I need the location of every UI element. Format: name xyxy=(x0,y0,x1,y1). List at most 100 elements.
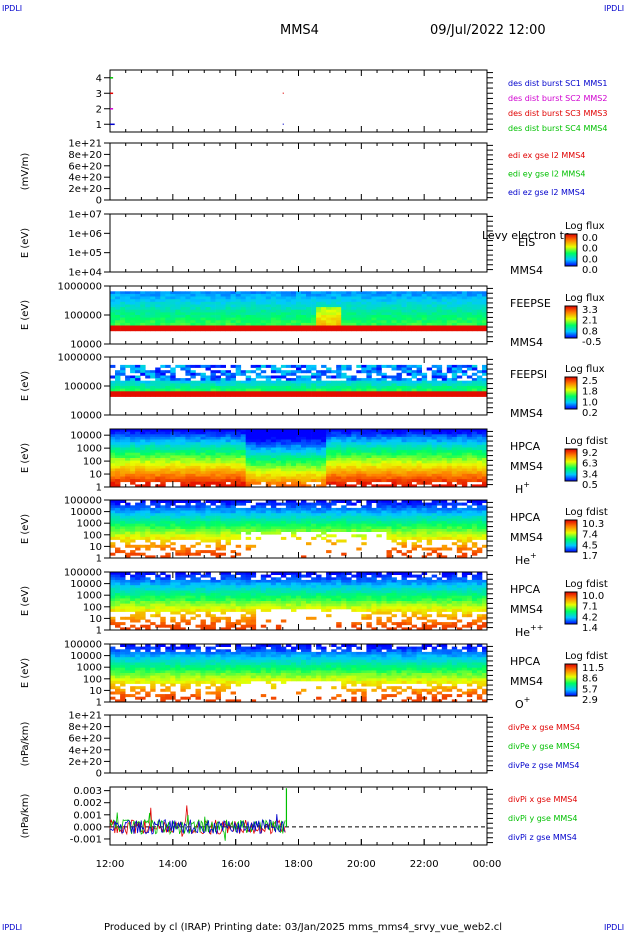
spectrogram-cell xyxy=(285,502,292,506)
spectrogram-cell xyxy=(115,531,121,535)
spectrogram-cell xyxy=(482,386,488,389)
spectrogram-cell xyxy=(331,444,337,448)
spectrogram-cell xyxy=(436,320,443,324)
spectrogram-cell xyxy=(316,460,322,464)
colorbar-label: -0.5 xyxy=(582,337,602,348)
spectrogram-cell xyxy=(461,547,468,551)
spectrogram-cell xyxy=(381,523,387,527)
spectrogram-cell xyxy=(321,317,327,321)
spectrogram-cell xyxy=(316,468,322,472)
spectrogram-cell xyxy=(396,317,402,321)
spectrogram-cell xyxy=(331,468,337,472)
spectrogram-cell xyxy=(401,471,407,475)
spectrogram-cell xyxy=(110,510,116,514)
spectrogram-cell xyxy=(381,383,387,387)
spectrogram-cell xyxy=(260,513,267,517)
spectrogram-cell xyxy=(195,523,201,527)
spectrogram-cell xyxy=(115,505,121,509)
spectrogram-cell xyxy=(120,455,126,459)
spectrogram-cell xyxy=(225,471,231,475)
colorbar-label: 3.4 xyxy=(582,469,598,480)
spectrogram-cell xyxy=(401,309,407,313)
spectrogram-cell xyxy=(185,296,191,300)
spectrogram-cell xyxy=(431,296,438,300)
y-tick-label: 1e+07 xyxy=(68,210,102,221)
spectrogram-cell xyxy=(165,476,171,480)
species-label: H+ xyxy=(515,480,530,496)
spectrogram-cell xyxy=(296,383,302,387)
spectrogram-cell xyxy=(265,458,272,461)
spectrogram-cell xyxy=(476,388,483,392)
spectrogram-cell xyxy=(482,317,488,321)
spectrogram-cell xyxy=(356,500,362,503)
spectrogram-cell xyxy=(125,291,131,295)
spectrogram-cell xyxy=(411,452,417,456)
spectrogram-cell xyxy=(270,386,277,389)
spectrogram-cell xyxy=(230,439,236,443)
spectrogram-cell xyxy=(175,529,181,532)
spectrogram-cell xyxy=(235,317,242,321)
spectrogram-cell xyxy=(306,513,312,517)
spectrogram-cell xyxy=(205,521,211,525)
spectrogram-cell xyxy=(130,616,136,620)
spectrogram-cell xyxy=(316,529,322,532)
spectrogram-cell xyxy=(175,523,181,527)
spectrogram-cell xyxy=(240,515,247,519)
spectrogram-cell xyxy=(215,370,221,374)
y-tick-label: 100000 xyxy=(64,382,102,393)
spectrogram-cell xyxy=(110,542,116,546)
spectrogram-cell xyxy=(386,536,392,540)
spectrogram-cell xyxy=(351,320,357,324)
spectrogram-cell xyxy=(421,463,428,467)
spectrogram-cell xyxy=(255,507,262,511)
spectrogram-cell xyxy=(366,502,372,506)
spectrogram-cell xyxy=(225,476,231,480)
spectrogram-cell xyxy=(371,455,377,459)
spectrogram-cell xyxy=(145,595,151,599)
spectrogram-cell xyxy=(482,471,488,475)
spectrogram-cell xyxy=(431,536,438,540)
spectrogram-cell xyxy=(115,380,121,384)
spectrogram-cell xyxy=(421,455,428,459)
spectrogram-cell xyxy=(461,515,468,519)
spectrogram-cell xyxy=(296,320,302,324)
spectrogram-cell xyxy=(291,383,297,387)
spectrogram-cell xyxy=(301,386,307,389)
spectrogram-cell xyxy=(351,291,357,295)
spectrogram-cell xyxy=(155,471,161,475)
spectrogram-cell xyxy=(160,515,166,519)
spectrogram-cell xyxy=(416,521,422,525)
spectrogram-cell xyxy=(296,536,302,540)
spectrogram-cell xyxy=(446,476,453,480)
spectrogram-cell xyxy=(361,439,367,443)
spectrogram-cell xyxy=(110,572,116,575)
spectrogram-cell xyxy=(160,309,166,313)
spectrogram-cell xyxy=(351,521,357,525)
spectrogram-cell xyxy=(306,378,312,382)
spectrogram-cell xyxy=(441,521,448,525)
spectrogram-cell xyxy=(120,471,126,475)
spectrogram-cell xyxy=(381,515,387,519)
spectrogram-cell xyxy=(482,468,488,472)
spectrogram-cell xyxy=(230,291,236,295)
spectrogram-cell xyxy=(215,450,221,454)
spectrogram-cell xyxy=(346,439,352,443)
spectrogram-cell xyxy=(416,468,422,472)
spectrogram-cell xyxy=(316,444,322,448)
spectrogram-cell xyxy=(155,444,161,448)
spectrogram-cell xyxy=(120,383,126,387)
spectrogram-cell xyxy=(311,434,317,438)
spectrogram-cell xyxy=(180,465,186,469)
spectrogram-cell xyxy=(301,471,307,475)
spectrogram-cell xyxy=(175,431,181,435)
spectrogram-cell xyxy=(250,436,257,440)
spectrogram-cell xyxy=(145,510,151,514)
spectrogram-cell xyxy=(411,542,417,546)
y-tick-label: 2 xyxy=(96,104,102,115)
spectrogram-cell xyxy=(441,458,448,461)
spectrogram-cell xyxy=(280,521,287,525)
spectrogram-cell xyxy=(155,468,161,472)
spectrogram-cell xyxy=(130,322,136,326)
spectrogram-cell xyxy=(280,460,287,464)
spectrogram-cell xyxy=(431,393,438,397)
